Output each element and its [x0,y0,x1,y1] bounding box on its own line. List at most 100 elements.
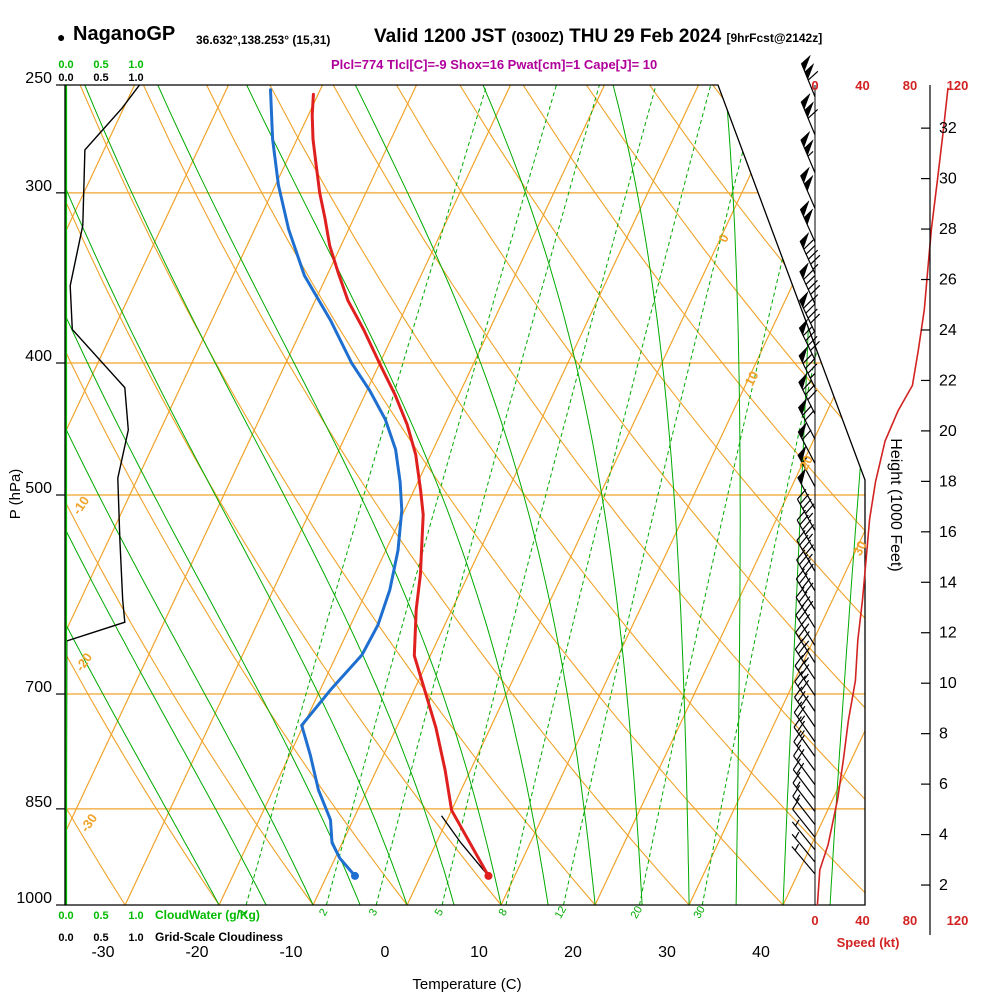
wind-barb-full [793,716,802,728]
wind-barb-half [803,657,810,664]
wind-barb [793,755,816,786]
height-tick-label: 16 [939,524,957,541]
mixing-ratio-line [441,85,657,905]
wind-barb [795,632,816,664]
height-tick-label: 10 [939,675,957,692]
pressure-tick-label: 500 [25,480,52,497]
wind-barb-full [807,308,818,319]
mixing-ratio-line [701,85,865,905]
wind-barb-half [812,294,819,300]
wind-speed-curve [816,87,949,906]
wind-barb [793,726,816,757]
wind-barb-full [793,701,803,713]
wind-barb-pennant [799,291,809,309]
mixing-ratio-line [639,85,825,905]
station-name: NaganoGP [73,23,176,45]
wind-barb-full [796,735,805,747]
height-tick-label: 24 [939,322,957,339]
wind-barb-pennant [799,262,809,280]
dry-adiabat-line [142,85,690,905]
wind-barb-full [800,695,809,707]
moist-adiabat-line [65,85,314,905]
wind-barb-half [795,781,801,788]
forecast-tag: [9hrFcst@2142z] [726,31,823,45]
wind-barb-full [801,429,812,440]
height-tick-label: 32 [939,120,957,137]
speed-tick-label-top: 120 [947,78,969,93]
wind-barb-full [802,325,813,337]
dry-adiabat-line [522,85,865,905]
wind-barb-pennant [800,166,810,184]
wind-barb-full [798,591,808,603]
wind-barb [796,559,816,592]
wind-barb [792,795,816,826]
parcel-path [440,815,489,877]
wind-barb [796,498,816,531]
wind-barb-pennant [797,468,806,486]
moist-adiabat-line [724,85,741,905]
isotherm-label: 30 [850,538,870,558]
cloudiness-scale-top: 1.0 [128,72,143,84]
wind-barb-full [800,679,810,692]
wind-barb-half [801,457,808,464]
height-tick-label: 18 [939,473,957,490]
moist-adiabat-line [65,85,408,905]
valid-datetime: Valid 1200 JST (0300Z) THU 29 Feb 2024 [… [374,26,822,48]
wind-barb-pennant [803,175,814,192]
wind-barb [795,596,816,629]
wind-barb-pennant [803,208,813,226]
wind-barb-half [807,533,814,540]
dry-adiabat-line [396,85,865,905]
mixing-ratio-label: 5 [433,907,446,918]
height-tick-label: 8 [939,726,948,743]
wind-barb-full [807,109,819,119]
dry-adiabat-label: -20 [72,650,95,674]
valid-date: THU 29 Feb 2024 [569,26,722,47]
mixing-ratio-line [375,85,600,905]
temp-tick-label: 30 [658,944,676,961]
wind-barb [794,696,816,728]
wind-barb-half [794,843,800,851]
wind-barb-pennant [800,200,810,218]
dry-adiabat-line [459,85,865,905]
cloudwater-scale-bottom: 0.0 [58,910,73,922]
speed-axis-label: Speed (kt) [837,935,900,950]
wind-barb-full [796,749,805,761]
wind-barb-pennant [804,101,814,119]
wind-barb-half [807,553,813,560]
dry-adiabat-line [585,85,865,905]
wind-barb-half [795,794,801,801]
dry-adiabat-line [65,85,408,905]
cloudiness-scale-bottom: 0.0 [58,932,73,944]
cloudiness-curve [65,85,141,905]
cloudiness-scale-bottom: 1.0 [128,932,143,944]
wind-barb-half [807,512,814,519]
moist-adiabat-line [65,85,267,905]
isotherm-line [688,85,865,905]
wind-barb-pennant [799,318,808,336]
speed-tick-label-bottom: 40 [855,913,869,928]
wind-barb [791,833,816,863]
wind-barb [795,578,816,611]
wind-barb-full [807,389,818,401]
wind-barb-full [810,284,821,295]
wind-barb-half [799,730,805,737]
dry-adiabat-line [79,85,596,905]
wind-barb-full [796,705,806,718]
mixing-ratio-label: 2 [317,907,330,918]
pressure-tick-label: 400 [25,348,52,365]
height-axis-label: Height (1000 Feet) [887,438,904,571]
surface-temp-dot [484,871,493,880]
wind-barb-full [796,762,805,775]
moist-adiabat-line [612,85,690,905]
wind-barb [796,540,816,572]
wind-barb-full [793,744,802,757]
wind-barb-full [802,379,813,391]
wind-barb-half [804,623,810,630]
surface-dewpoint-dot [350,871,359,880]
wind-barb-full [797,659,807,671]
temp-tick-label: -10 [279,944,302,961]
wind-barb-full [807,70,819,81]
valid-time: Valid 1200 JST [374,26,507,47]
wind-barb-full [792,784,801,797]
